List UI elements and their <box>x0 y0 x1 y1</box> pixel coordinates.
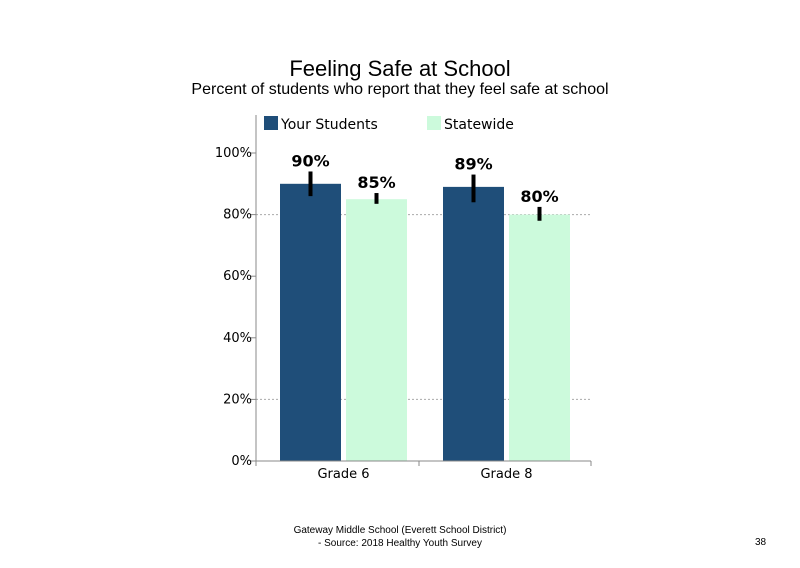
bar <box>346 199 407 461</box>
y-tick-label: 40% <box>223 331 252 346</box>
bar <box>443 186 504 461</box>
bar <box>509 214 570 461</box>
y-tick-label: 80% <box>223 208 252 223</box>
chart-title: Feeling Safe at School <box>289 56 511 81</box>
data-label: 89% <box>454 155 492 174</box>
data-label: 85% <box>357 173 395 192</box>
category-label: Grade 8 <box>480 467 532 482</box>
bar <box>280 183 341 462</box>
legend-label: Statewide <box>444 117 514 133</box>
footer-line-2: - Source: 2018 Healthy Youth Survey <box>318 538 482 549</box>
y-tick-label: 100% <box>215 146 252 161</box>
y-tick-label: 60% <box>223 269 252 284</box>
data-label: 90% <box>291 151 329 170</box>
legend-swatch <box>427 116 441 130</box>
legend-label: Your Students <box>280 117 378 133</box>
category-label: Grade 6 <box>317 467 369 482</box>
page-number: 38 <box>755 537 767 548</box>
footer-source: Gateway Middle School (Everett School Di… <box>0 524 800 550</box>
y-tick-label: 0% <box>231 454 252 469</box>
data-label: 80% <box>520 187 558 206</box>
chart-subtitle: Percent of students who report that they… <box>191 81 609 98</box>
y-tick-label: 20% <box>223 392 252 407</box>
footer-line-1: Gateway Middle School (Everett School Di… <box>293 525 507 536</box>
legend-swatch <box>264 116 278 130</box>
